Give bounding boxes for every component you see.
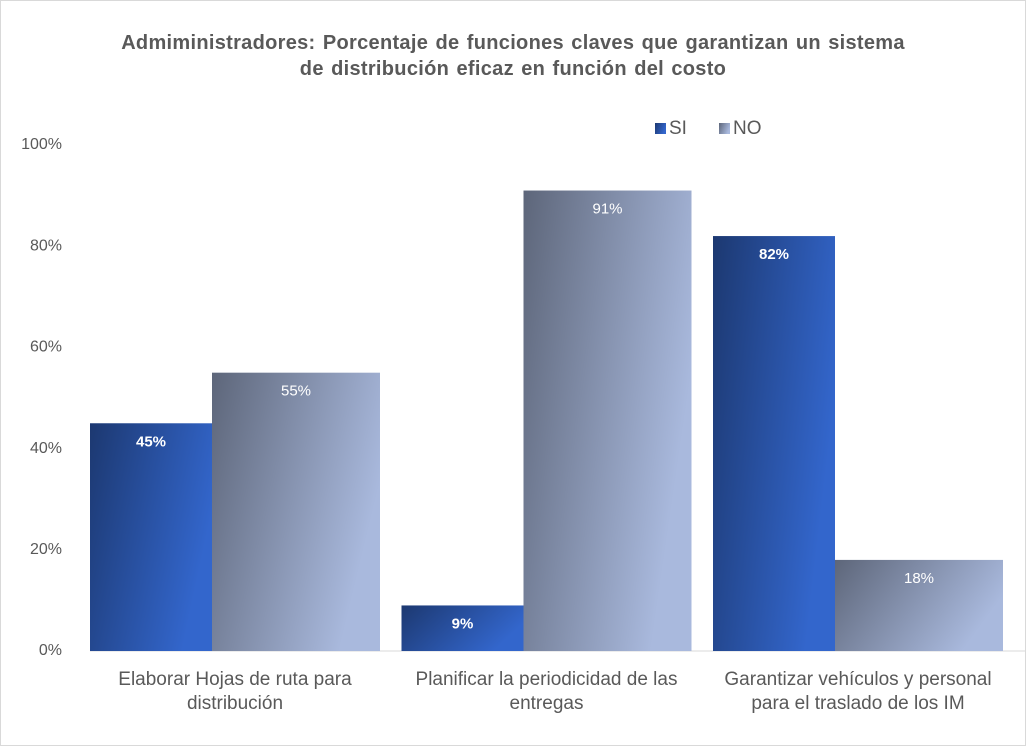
data-label: 91% — [592, 201, 622, 218]
x-tick-label: Garantizar vehículos y personal para el … — [724, 669, 992, 714]
data-label: 82% — [759, 246, 789, 263]
data-label: 18% — [904, 570, 934, 587]
data-label: 45% — [136, 433, 166, 450]
data-label: 55% — [281, 383, 311, 400]
legend-label: NO — [733, 118, 762, 139]
y-tick-label: 60% — [30, 339, 62, 356]
y-tick-label: 100% — [21, 136, 62, 153]
legend-swatch-shade — [655, 123, 666, 134]
data-label: 9% — [452, 615, 474, 632]
bar — [212, 372, 380, 651]
bar — [90, 423, 212, 651]
x-tick-label: Elaborar Hojas de ruta para distribución — [118, 669, 352, 714]
bar — [523, 190, 692, 652]
y-tick-label: 20% — [30, 541, 62, 558]
y-tick-label: 80% — [30, 237, 62, 254]
x-tick-label: Planificar la periodicidad de las entreg… — [415, 669, 678, 714]
legend-swatch-shade — [719, 123, 730, 134]
y-tick-label: 40% — [30, 440, 62, 457]
legend-label: SI — [669, 118, 687, 139]
bar — [713, 236, 835, 651]
y-tick-label: 0% — [39, 642, 62, 659]
chart-title: Admiministradores: Porcentaje de funcion… — [121, 32, 905, 80]
